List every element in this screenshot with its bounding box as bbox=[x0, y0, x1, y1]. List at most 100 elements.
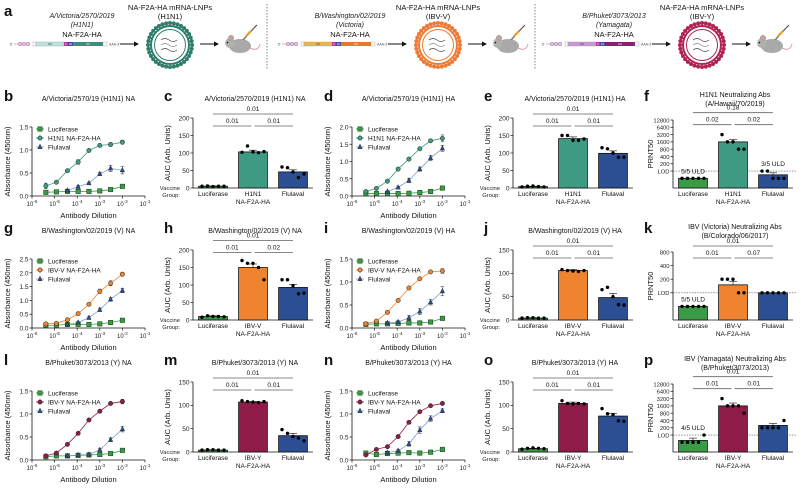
y-tick-label: 1.5 bbox=[339, 142, 348, 149]
data-point bbox=[571, 138, 575, 143]
lipid-head bbox=[722, 43, 726, 47]
significance-bracket: 0.01 bbox=[213, 233, 293, 242]
y-tick-label: 6400 bbox=[657, 126, 670, 132]
series-line bbox=[67, 167, 123, 191]
category-label: IBV-V bbox=[245, 323, 262, 330]
significance-bracket: 0.01 bbox=[533, 250, 572, 259]
lnp-title: NA-F2A-HA mRNA-LNPs bbox=[128, 3, 212, 12]
category-label: Luciferase bbox=[678, 191, 708, 198]
lnp-subtitle: (IBV-V) bbox=[426, 12, 451, 21]
y-axis-label: PRNT50 bbox=[646, 404, 655, 433]
panel-e: e A/Victoria/2570/2019 (H1N1) HA 0 50 100 150… bbox=[480, 88, 633, 206]
y-tick-label: 0.5 bbox=[19, 435, 28, 442]
y-tick-label: 0 bbox=[506, 317, 510, 324]
panel-a-schematic: a A/Victoria/2570/2019(H1N1)NA-F2A-HA5' NA… bbox=[4, 3, 793, 70]
y-tick-label: 1.0 bbox=[19, 148, 28, 155]
chart-title: A/Victoria/2570/2019 (H1N1) HA bbox=[524, 96, 625, 103]
mouse-ear bbox=[227, 35, 234, 42]
series-h1n1-na-f2a-ha: H1N1 NA-F2A-HA bbox=[356, 134, 445, 194]
strain-name: A/Victoria/2570/2019 bbox=[49, 13, 115, 20]
lipid-head bbox=[443, 22, 448, 27]
category-label: IBV-V bbox=[565, 323, 582, 330]
significance-bracket: 0.01 bbox=[213, 118, 252, 127]
lipid-head bbox=[457, 39, 462, 44]
lipid-head bbox=[700, 65, 704, 69]
cap-circle bbox=[289, 41, 295, 47]
data-point bbox=[53, 179, 59, 185]
lipid-head bbox=[439, 21, 444, 26]
mrna-strand bbox=[160, 38, 178, 42]
lipid-head bbox=[419, 57, 424, 62]
data-point bbox=[611, 412, 615, 417]
lipid-head bbox=[689, 62, 693, 67]
lipid-head bbox=[696, 64, 701, 69]
lipid-head bbox=[175, 22, 180, 27]
y-tick-label: 0.0 bbox=[339, 326, 348, 333]
series-line bbox=[67, 428, 123, 457]
data-point bbox=[75, 188, 81, 194]
x-tick-label: 10-1 bbox=[140, 331, 151, 340]
data-point bbox=[296, 436, 301, 440]
y-axis-label: Absorbance (450nm) bbox=[3, 258, 12, 329]
x-tick-label: 10-3 bbox=[414, 463, 425, 472]
data-point bbox=[576, 401, 581, 406]
significance-bracket: 0.01 bbox=[533, 118, 572, 127]
group-label: Group: bbox=[482, 457, 500, 463]
p-value-label: 0.01 bbox=[747, 381, 760, 388]
lipid-head bbox=[151, 57, 156, 62]
y-tick-label: 2.0 bbox=[19, 270, 28, 277]
data-point bbox=[616, 302, 621, 307]
y-tick-label: 50 bbox=[182, 300, 190, 307]
panel-h: h B/Washington/02/2019 (V) NA 0 50 100 150 200… bbox=[160, 220, 313, 338]
utr-box bbox=[564, 41, 569, 47]
data-point bbox=[731, 277, 735, 281]
lipid-head bbox=[153, 59, 158, 64]
data-point bbox=[119, 425, 125, 432]
data-point bbox=[251, 150, 255, 154]
data-point bbox=[97, 408, 103, 414]
series-flulaval: Flulaval bbox=[356, 275, 445, 325]
data-point bbox=[731, 404, 735, 408]
lipid-head bbox=[456, 50, 461, 55]
data-point bbox=[97, 306, 103, 312]
data-point bbox=[200, 184, 204, 188]
y-tick-label: 3200 bbox=[657, 133, 670, 139]
data-point bbox=[86, 188, 92, 194]
legend-label: IBV-Y NA-F2A-HA bbox=[48, 400, 101, 407]
y-tick-label: 0.5 bbox=[19, 312, 28, 319]
lipid-head bbox=[160, 22, 165, 27]
legend-marker bbox=[37, 126, 43, 132]
panel-l: l B/Phuket/3073/2013 (Y) NA 0.0 0.5 1.0 1.5 10… bbox=[3, 352, 151, 484]
data-point bbox=[245, 399, 250, 404]
category-label: NA-F2A-HA bbox=[236, 331, 271, 338]
data-point bbox=[245, 261, 250, 265]
bar bbox=[238, 401, 268, 453]
lipid-head bbox=[456, 35, 461, 40]
bar-group-ibv-v: IBV-VNA-F2A-HA bbox=[236, 258, 271, 338]
data-point bbox=[363, 452, 369, 458]
data-point bbox=[240, 398, 244, 403]
legend-marker bbox=[357, 258, 363, 264]
significance-bracket: 0.01 bbox=[574, 118, 613, 127]
lipid-head bbox=[696, 21, 701, 26]
data-point bbox=[760, 169, 764, 173]
y-tick-label: 150 bbox=[499, 133, 510, 140]
data-point bbox=[702, 304, 706, 309]
data-point bbox=[384, 449, 390, 455]
data-point bbox=[296, 292, 301, 296]
x-axis-label: Antibody Dilution bbox=[60, 211, 116, 220]
category-label: IBV-V bbox=[725, 323, 742, 330]
legend-marker bbox=[357, 126, 363, 132]
y-tick-label: 50 bbox=[182, 426, 190, 433]
y-tick-label: 100 bbox=[499, 271, 510, 278]
bar bbox=[758, 292, 788, 321]
bar-group-flulaval: Flulaval bbox=[598, 146, 628, 198]
x-tick-label: 10-5 bbox=[49, 463, 60, 472]
lnp-title: NA-F2A-HA mRNA-LNPs bbox=[396, 3, 480, 12]
data-point bbox=[439, 446, 445, 452]
mouse-eye bbox=[226, 41, 229, 44]
legend-marker bbox=[37, 267, 43, 273]
x-tick-label: 10-1 bbox=[460, 199, 471, 208]
data-point bbox=[536, 446, 541, 450]
